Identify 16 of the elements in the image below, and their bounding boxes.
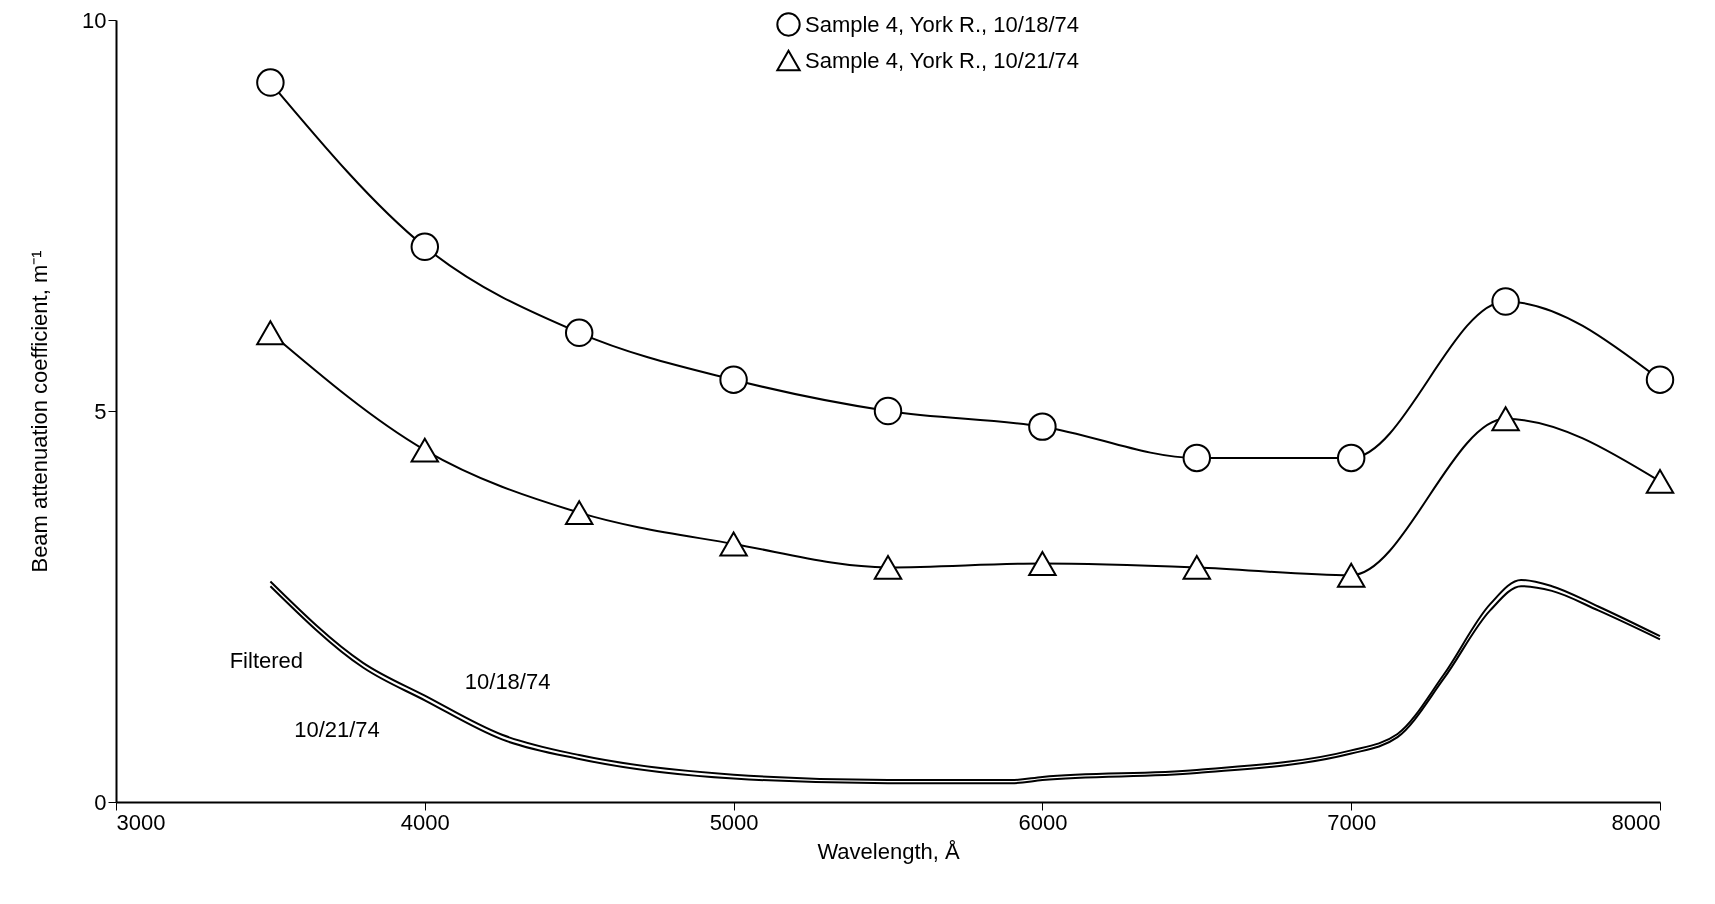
annotation: Filtered bbox=[229, 647, 304, 673]
x-tick-label: 8000 bbox=[1611, 809, 1661, 835]
x-tick-label: 5000 bbox=[709, 809, 759, 835]
y-tick-label: 10 bbox=[82, 7, 107, 33]
x-tick-label: 4000 bbox=[400, 809, 450, 835]
x-tick-label: 3000 bbox=[116, 809, 166, 835]
legend-label: Sample 4, York R., 10/21/74 bbox=[805, 47, 1079, 73]
series-label: 10/18/74 bbox=[464, 668, 551, 694]
y-axis-title: Beam attenuation coefficient, m⁻¹ bbox=[27, 250, 53, 573]
x-tick-label: 6000 bbox=[1018, 809, 1068, 835]
y-tick-label: 5 bbox=[94, 398, 107, 424]
legend-label: Sample 4, York R., 10/18/74 bbox=[805, 11, 1079, 37]
series-label: 10/21/74 bbox=[294, 717, 380, 743]
x-tick-label: 7000 bbox=[1327, 809, 1377, 835]
y-tick-label: 0 bbox=[94, 789, 107, 815]
x-axis-title: Wavelength, Å bbox=[817, 838, 960, 864]
